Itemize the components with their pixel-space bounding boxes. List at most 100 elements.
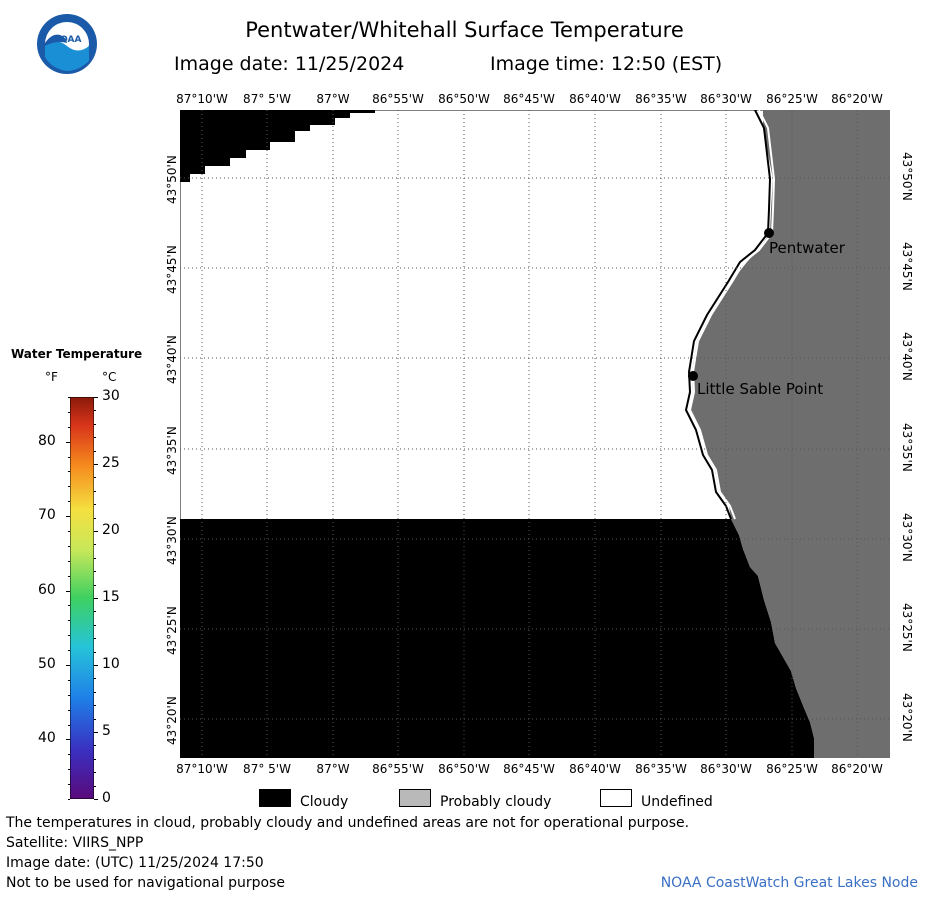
minor-tick [68,486,70,487]
minor-tick [94,745,96,746]
cloud-area-south [180,519,814,758]
lon-label: 87°10'W [176,762,228,776]
minor-tick [68,739,70,740]
minor-tick [94,451,96,452]
lon-label: 87° 5'W [243,92,291,106]
celsius-tick: 30 [102,388,120,404]
lat-label: 43°40'N [900,332,914,381]
fahrenheit-tick: 80 [38,432,56,449]
minor-tick [68,769,70,770]
legend-swatch-probably-cloudy [399,789,431,807]
minor-tick [94,786,96,787]
celsius-tick: 25 [102,455,120,471]
celsius-tick-mark [94,598,98,599]
celsius-tick: 10 [102,656,120,672]
unit-fahrenheit: °F [45,370,58,384]
minor-tick [68,412,70,413]
minor-tick [94,692,96,693]
map-svg: Pentwater Little Sable Point [179,109,891,759]
cloud-area-north [180,110,375,182]
minor-tick [68,516,70,517]
shoreline [684,109,772,520]
minor-tick [68,576,70,577]
minor-tick [94,652,96,653]
lon-label: 86°40'W [569,92,621,106]
celsius-tick-mark [94,799,98,800]
lat-label: 43°45'N [165,245,179,294]
footer-utc-date: Image date: (UTC) 11/25/2024 17:50 [6,855,264,871]
lon-label: 87°W [316,92,350,106]
legend-label-cloudy: Cloudy [300,794,349,810]
minor-tick [68,620,70,621]
celsius-tick-mark [94,464,98,465]
minor-tick [94,598,96,599]
little-sable-point-marker [688,371,698,381]
lat-label: 43°30'N [165,516,179,565]
celsius-tick: 5 [102,723,111,739]
legend-label-probably-cloudy: Probably cloudy [440,794,552,810]
minor-tick [68,784,70,785]
lat-label: 43°25'N [900,603,914,652]
legend-swatch-cloudy [259,789,291,807]
minor-tick [68,710,70,711]
lon-label: 87° 5'W [243,762,291,776]
lat-label: 43°45'N [900,242,914,291]
celsius-tick: 20 [102,522,120,538]
minor-tick [68,546,70,547]
minor-tick [68,725,70,726]
pentwater-marker [764,228,774,238]
minor-tick [68,635,70,636]
lon-label: 86°50'W [438,762,490,776]
lon-label: 86°55'W [372,92,424,106]
graticule [180,110,890,758]
celsius-tick: 15 [102,589,120,605]
page-title: Pentwater/Whitehall Surface Temperature [245,18,684,42]
lat-label: 43°50'N [900,152,914,201]
minor-tick [94,799,96,800]
minor-tick [94,558,96,559]
minor-tick [94,732,96,733]
lon-label: 86°20'W [831,92,883,106]
celsius-tick-mark [94,397,98,398]
minor-tick [68,754,70,755]
minor-tick [68,665,70,666]
minor-tick [68,650,70,651]
minor-tick [68,799,70,800]
probably-cloudy-land [690,110,890,758]
image-time: Image time: 12:50 (EST) [490,53,723,75]
noaa-logo: NOAA [36,13,98,75]
minor-tick [94,544,96,545]
temperature-map: Pentwater Little Sable Point [179,109,891,759]
minor-tick [94,531,96,532]
lon-label: 86°45'W [503,92,555,106]
fahrenheit-tick: 40 [38,730,56,747]
minor-tick [94,491,96,492]
minor-tick [68,591,70,592]
minor-tick [68,427,70,428]
minor-tick [68,501,70,502]
lon-label: 87°10'W [176,92,228,106]
footer-nav-warning: Not to be used for navigational purpose [6,875,285,891]
lon-label: 86°25'W [766,92,818,106]
minor-tick [68,442,70,443]
lon-label: 86°35'W [635,762,687,776]
minor-tick [94,665,96,666]
celsius-tick-mark [94,732,98,733]
lon-label: 86°40'W [569,762,621,776]
celsius-tick-mark [94,665,98,666]
lon-label: 86°45'W [503,762,555,776]
noaa-logo-text: NOAA [53,35,82,45]
minor-tick [68,471,70,472]
minor-tick [94,772,96,773]
fahrenheit-tick: 70 [38,507,56,524]
lon-label: 86°35'W [635,92,687,106]
footer-credit: NOAA CoastWatch Great Lakes Node [660,875,918,891]
minor-tick [68,695,70,696]
lon-label: 86°25'W [766,762,818,776]
colorbar [69,396,95,800]
minor-tick [94,477,96,478]
minor-tick [94,638,96,639]
fahrenheit-tick: 60 [38,581,56,598]
lat-label: 43°25'N [165,606,179,655]
lat-label: 43°20'N [165,696,179,745]
